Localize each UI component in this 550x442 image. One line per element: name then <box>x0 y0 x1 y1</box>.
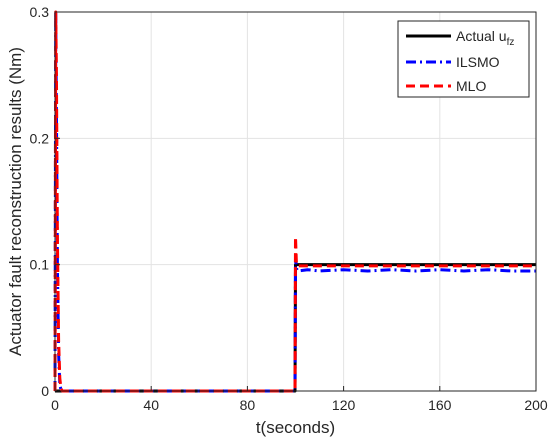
y-tick-label: 0.2 <box>30 130 50 146</box>
tick-labels: 0 40 80 120 160 200 0 0.1 0.2 0.3 <box>30 4 548 413</box>
x-tick-label: 200 <box>524 397 548 413</box>
series-line-mlo <box>53 10 536 393</box>
x-tick-label: 80 <box>240 397 256 413</box>
legend-label-ilsmo: ILSMO <box>456 54 500 70</box>
legend-box <box>397 20 530 98</box>
x-tick-label: 160 <box>428 397 452 413</box>
legend-label-mlo: MLO <box>456 78 486 94</box>
x-tick-label: 40 <box>143 397 159 413</box>
x-tick-label: 120 <box>332 397 356 413</box>
legend-label-actual-main: Actual u <box>456 28 507 44</box>
legend-label-actual: Actual ufz <box>456 28 514 48</box>
y-axis-title: Actuator fault reconstruction results (N… <box>6 47 25 356</box>
y-tick-label: 0.1 <box>30 257 50 273</box>
y-tick-label: 0 <box>41 383 49 399</box>
x-tick-label: 0 <box>51 397 59 413</box>
x-axis-title: t(seconds) <box>256 418 335 437</box>
legend-label-actual-subscript: fz <box>507 37 515 48</box>
tick-marks <box>54 11 537 392</box>
legend: Actual ufz ILSMO MLO <box>397 20 530 98</box>
y-tick-label: 0.3 <box>30 4 50 20</box>
plot-frame <box>54 11 537 392</box>
series-line-ilsmo <box>53 10 536 393</box>
